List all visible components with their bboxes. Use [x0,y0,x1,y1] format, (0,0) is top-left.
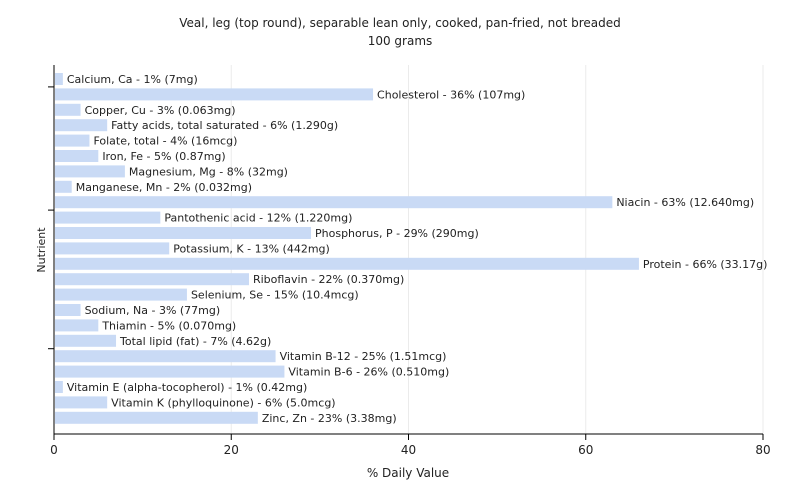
bar-12 [55,257,639,270]
bar-label-12: Protein - 66% (33.17g) [643,258,768,271]
bar-label-6: Magnesium, Mg - 8% (32mg) [129,165,288,178]
bar-label-21: Vitamin K (phylloquinone) - 6% (5.0mcg) [111,396,335,409]
bar-label-15: Sodium, Na - 3% (77mg) [85,304,221,317]
bar-label-2: Copper, Cu - 3% (0.063mg) [85,104,236,117]
bar-0 [55,73,63,85]
bar-19 [55,365,285,378]
bar-14 [55,288,187,301]
x-tick-label-0: 0 [50,443,58,457]
bar-label-14: Selenium, Se - 15% (10.4mcg) [191,289,359,302]
bar-11 [55,242,170,255]
bar-label-1: Cholesterol - 36% (107mg) [377,88,525,101]
bar-8 [55,196,613,209]
chart-subtitle: 100 grams [368,34,433,48]
bar-label-5: Iron, Fe - 5% (0.87mg) [102,150,225,163]
bar-label-13: Riboflavin - 22% (0.370mg) [253,273,404,286]
bar-22 [55,411,258,424]
bar-3 [55,119,108,132]
bar-label-3: Fatty acids, total saturated - 6% (1.290… [111,119,338,132]
bar-label-8: Niacin - 63% (12.640mg) [616,196,754,209]
bar-16 [55,319,99,332]
axes: 0 20 40 60 80 [48,65,771,457]
bar-label-16: Thiamin - 5% (0.070mg) [101,319,236,332]
bar-17 [55,334,117,347]
chart-title: Veal, leg (top round), separable lean on… [179,16,621,30]
bar-label-17: Total lipid (fat) - 7% (4.62g) [119,335,271,348]
bar-15 [55,304,81,316]
bar-4 [55,134,90,147]
bar-1 [55,88,374,101]
bar-label-22: Zinc, Zn - 23% (3.38mg) [262,412,397,425]
bar-label-20: Vitamin E (alpha-tocopherol) - 1% (0.42m… [67,381,307,394]
bar-label-18: Vitamin B-12 - 25% (1.51mcg) [280,350,447,363]
bar-label-19: Vitamin B-6 - 26% (0.510mg) [288,366,449,379]
x-axis-title: % Daily Value [367,466,449,480]
bar-2 [55,103,81,116]
bars [55,73,639,424]
y-axis-title: Nutrient [35,227,48,273]
x-tick-label-40: 40 [401,443,416,457]
bar-18 [55,350,276,363]
bar-labels: Calcium, Ca - 1% (7mg) Cholesterol - 36% … [67,73,768,425]
bar-13 [55,273,249,286]
bar-7 [55,180,72,193]
x-tick-label-80: 80 [755,443,770,457]
bar-label-11: Potassium, K - 13% (442mg) [173,242,330,255]
x-tick-label-20: 20 [224,443,239,457]
bar-9 [55,211,161,224]
bar-label-9: Pantothenic acid - 12% (1.220mg) [164,212,352,225]
bar-label-0: Calcium, Ca - 1% (7mg) [67,73,198,86]
bar-21 [55,396,108,409]
x-tick-label-60: 60 [578,443,593,457]
bar-20 [55,381,63,393]
bar-label-4: Folate, total - 4% (16mcg) [93,135,237,148]
bar-5 [55,150,99,162]
bar-label-10: Phosphorus, P - 29% (290mg) [315,227,479,240]
bar-6 [55,165,125,178]
bar-10 [55,227,312,239]
bar-label-7: Manganese, Mn - 2% (0.032mg) [76,181,252,194]
